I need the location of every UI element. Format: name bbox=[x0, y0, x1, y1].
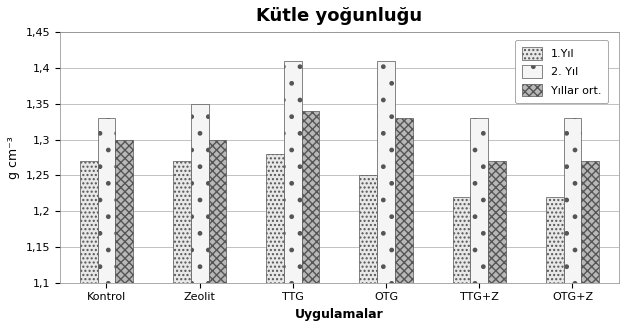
Legend: 1.Yıl, 2. Yıl, Yıllar ort.: 1.Yıl, 2. Yıl, Yıllar ort. bbox=[515, 40, 608, 103]
Bar bbox=[563, 118, 582, 328]
Bar bbox=[173, 161, 191, 328]
Bar bbox=[546, 197, 563, 328]
Bar bbox=[191, 104, 208, 328]
Bar bbox=[377, 61, 395, 328]
Bar bbox=[453, 197, 470, 328]
Bar bbox=[359, 175, 377, 328]
Bar bbox=[98, 118, 115, 328]
Bar bbox=[470, 118, 488, 328]
X-axis label: Uygulamalar: Uygulamalar bbox=[295, 308, 384, 321]
Title: Kütle yoğunluğu: Kütle yoğunluğu bbox=[257, 7, 423, 25]
Bar bbox=[302, 111, 319, 328]
Bar bbox=[115, 139, 133, 328]
Bar bbox=[582, 161, 599, 328]
Bar bbox=[284, 61, 302, 328]
Bar bbox=[266, 154, 284, 328]
Bar bbox=[488, 161, 506, 328]
Bar bbox=[80, 161, 98, 328]
Y-axis label: g cm⁻³: g cm⁻³ bbox=[7, 136, 20, 179]
Bar bbox=[208, 139, 226, 328]
Bar bbox=[395, 118, 413, 328]
